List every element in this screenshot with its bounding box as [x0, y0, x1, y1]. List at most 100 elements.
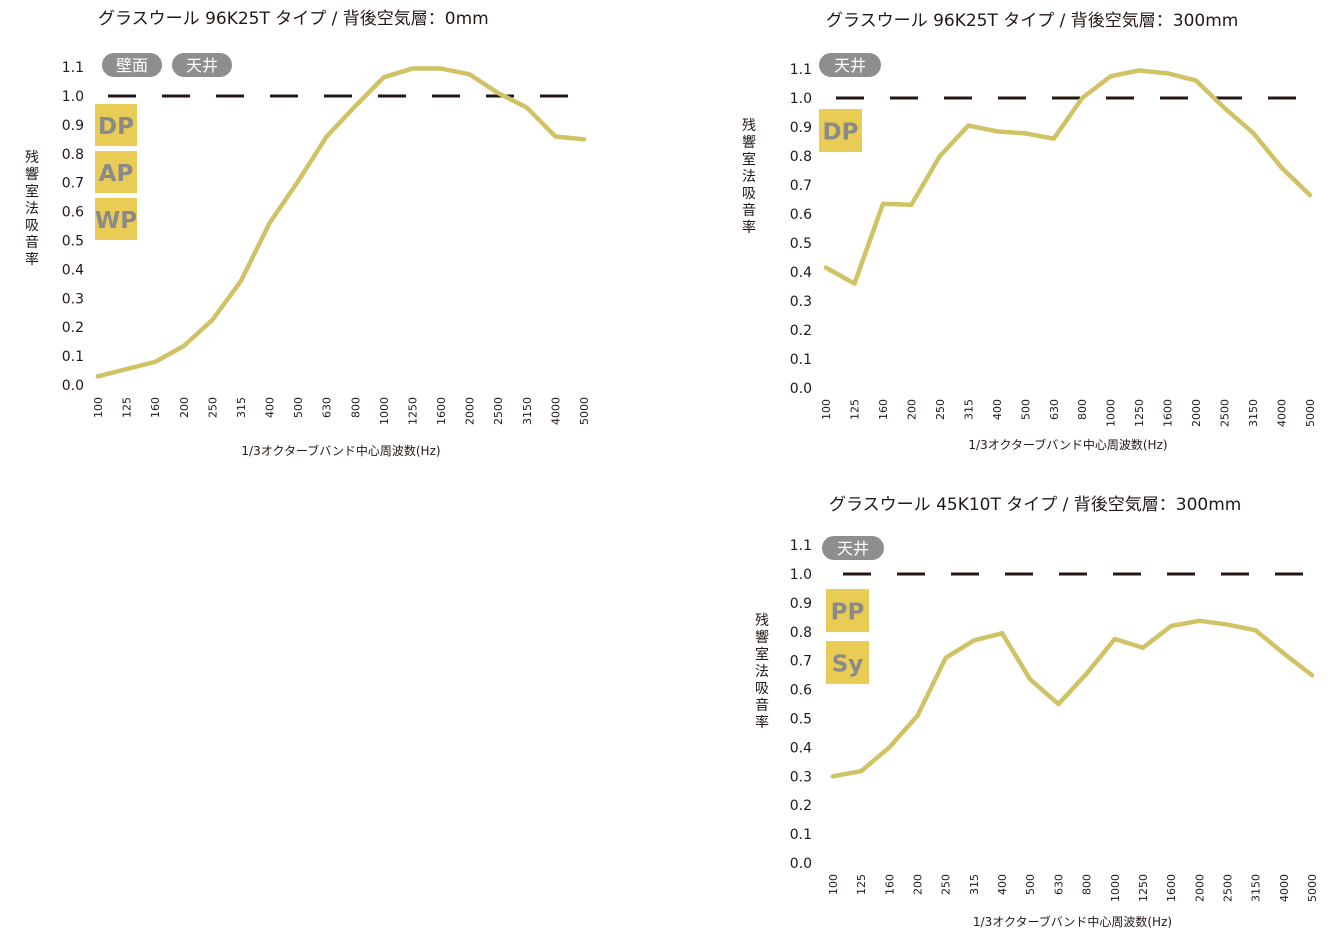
- data-point: [124, 366, 129, 372]
- x-tick-label: 3150: [1250, 874, 1263, 902]
- y-tick-label: 0.5: [62, 234, 84, 250]
- data-point: [1307, 192, 1313, 198]
- x-tick-label: 500: [1019, 399, 1032, 420]
- x-tick-label: 400: [991, 399, 1004, 420]
- chart-title: グラスウール 96K25T タイプ / 背後空気層：300mm: [826, 11, 1238, 31]
- series-line: [830, 618, 1315, 779]
- x-tick-label: 800: [1076, 399, 1089, 420]
- tag-pill: 天井: [172, 53, 232, 77]
- badge-bg: [95, 198, 137, 240]
- series-line: [95, 66, 587, 379]
- data-point: [210, 317, 215, 323]
- y-tick-label: 1.0: [790, 91, 812, 107]
- x-tick-label: 100: [827, 874, 840, 895]
- x-tick-label: 800: [1081, 874, 1094, 895]
- x-tick-label: 1600: [435, 397, 448, 425]
- y-tick-label: 0.9: [790, 596, 812, 612]
- y-tick-label: 0.8: [790, 625, 812, 641]
- x-tick-label: 1000: [1105, 399, 1118, 427]
- x-tick-label: 125: [855, 874, 868, 895]
- data-point: [1279, 165, 1284, 170]
- y-tick-label: 0.1: [790, 827, 812, 843]
- badge-bg: [95, 151, 137, 193]
- data-point: [1136, 68, 1142, 73]
- data-point: [880, 201, 886, 207]
- badge-label: PP: [831, 600, 865, 626]
- badge-label: DP: [823, 120, 859, 146]
- y-tick-label: 0.7: [62, 176, 84, 192]
- badge-bg: [95, 104, 137, 146]
- tag-pill-bg: [172, 53, 232, 77]
- data-point: [1023, 131, 1028, 136]
- tag-label: 天井: [834, 56, 866, 75]
- y-tick-label: 0.0: [62, 378, 84, 394]
- data-point: [909, 202, 914, 207]
- badge-label: DP: [98, 114, 134, 140]
- x-tick-label: 250: [934, 399, 947, 420]
- badge: DP: [819, 109, 862, 152]
- data-point: [1222, 105, 1227, 111]
- x-tick-label: 315: [962, 399, 975, 420]
- y-tick-label: 0.3: [790, 294, 812, 310]
- badge-bg: [826, 589, 869, 632]
- badge-bg: [826, 641, 869, 684]
- data-point: [181, 343, 186, 349]
- data-point: [999, 631, 1005, 636]
- y-tick-label: 0.9: [790, 120, 812, 136]
- y-tick-label: 0.2: [790, 798, 812, 814]
- y-tick-label: 0.3: [62, 291, 84, 307]
- x-tick-label: 200: [178, 397, 191, 418]
- y-tick-label: 0.2: [62, 320, 84, 336]
- chart-svg: グラスウール 96K25T タイプ / 背後空気層：0mm 0.0 0.1 0.2 0.…: [25, 9, 591, 458]
- tag-pill: 壁面: [102, 53, 162, 77]
- y-tick-label: 1.0: [790, 567, 812, 583]
- x-tick-label: 125: [121, 397, 134, 418]
- data-point: [553, 134, 558, 139]
- x-tick-label: 100: [820, 399, 833, 420]
- y-tick-label: 0.3: [790, 769, 812, 785]
- y-tick-label: 1.1: [62, 60, 84, 76]
- badge-label: WP: [95, 208, 137, 234]
- y-axis-label: 残響室法吸音率: [25, 150, 39, 268]
- x-tick-label: 2000: [464, 397, 477, 425]
- data-point: [95, 374, 101, 379]
- data-point: [858, 768, 864, 774]
- x-tick-label: 2500: [1219, 399, 1232, 427]
- data-point: [353, 103, 358, 109]
- tag-pill: 天井: [822, 536, 884, 560]
- data-point: [1168, 623, 1174, 629]
- chart-96k25t-0mm: グラスウール 96K25T タイプ / 背後空気層：0mm 0.0 0.1 0.2 0.…: [0, 0, 620, 470]
- data-point: [581, 137, 587, 142]
- tag-pill-bg: [819, 53, 881, 77]
- x-tick-label: 1250: [1137, 874, 1150, 902]
- badge: DP: [95, 104, 137, 146]
- y-tick-label: 0.7: [790, 178, 812, 194]
- y-tick-label: 0.4: [790, 740, 812, 756]
- y-tick-label: 1.1: [790, 62, 812, 78]
- data-point: [1193, 78, 1199, 83]
- data-point: [994, 129, 1000, 134]
- data-point: [1197, 618, 1202, 624]
- data-point: [1225, 622, 1230, 627]
- chart-96k25t-300mm: グラスウール 96K25T タイプ / 背後空気層：300mm 0.0 0.1 0.2…: [700, 0, 1339, 470]
- y-tick-label: 0.0: [790, 381, 812, 397]
- data-point: [937, 153, 943, 159]
- data-point: [324, 134, 329, 139]
- x-tick-label: 315: [968, 874, 981, 895]
- x-tick-label: 630: [321, 397, 334, 418]
- x-tick-label: 2000: [1190, 399, 1203, 427]
- data-point: [438, 66, 444, 71]
- chart-title: グラスウール 96K25T タイプ / 背後空気層：0mm: [98, 9, 489, 29]
- y-tick-label: 0.4: [790, 265, 812, 281]
- chart-svg: グラスウール 96K25T タイプ / 背後空気層：300mm 0.0 0.1 0.2…: [742, 11, 1317, 452]
- data-point: [971, 638, 977, 643]
- y-tick-label: 0.8: [62, 147, 84, 163]
- y-axis-label: 残響室法吸音率: [742, 118, 756, 236]
- x-tick-label: 3150: [1247, 399, 1260, 427]
- x-tick-label: 500: [1024, 874, 1037, 895]
- data-point: [1253, 628, 1258, 633]
- x-tick-label: 2500: [1221, 874, 1234, 902]
- data-point: [887, 745, 892, 750]
- x-tick-label: 400: [264, 397, 277, 418]
- y-tick-label: 0.0: [790, 856, 812, 872]
